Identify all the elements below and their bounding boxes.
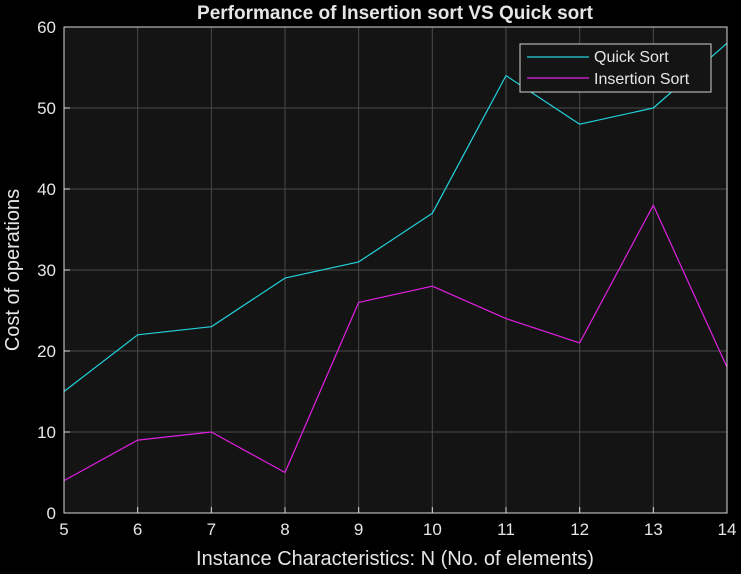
legend-label-quick-sort: Quick Sort (594, 49, 669, 66)
x-tick-label: 11 (497, 520, 515, 539)
y-tick-label: 20 (37, 342, 56, 361)
y-tick-label: 30 (37, 261, 56, 280)
chart-title: Performance of Insertion sort VS Quick s… (197, 3, 594, 24)
x-tick-label: 6 (133, 520, 142, 539)
y-tick-label: 0 (47, 504, 56, 523)
legend: Quick Sort Insertion Sort (519, 43, 712, 93)
x-tick-label: 10 (423, 520, 442, 539)
series-line-insertion-sort (63, 204, 728, 482)
grid-lines (64, 27, 727, 513)
y-tick-label: 60 (37, 18, 56, 37)
x-tick-label: 8 (280, 520, 289, 539)
x-axis-label: Instance Characteristics: N (No. of elem… (196, 548, 594, 570)
legend-label-insertion-sort: Insertion Sort (594, 71, 690, 88)
y-tick-label: 10 (37, 423, 56, 442)
x-tick-label: 13 (644, 520, 663, 539)
x-tick-label: 5 (59, 520, 68, 539)
series-line-quick-sort (63, 42, 728, 392)
legend-box (519, 43, 712, 93)
x-tick-label: 9 (354, 520, 363, 539)
x-tick-label: 12 (570, 520, 589, 539)
x-tick-label: 7 (207, 520, 216, 539)
y-tick-labels: 0 10 20 30 40 50 60 (37, 18, 70, 523)
y-axis-label: Cost of operations (2, 189, 24, 351)
y-tick-label: 40 (37, 180, 56, 199)
x-tick-label: 14 (718, 520, 737, 539)
series-layer (63, 42, 728, 482)
y-tick-label: 50 (37, 99, 56, 118)
x-tick-labels: 5 6 7 8 9 10 11 12 13 14 (59, 507, 736, 539)
